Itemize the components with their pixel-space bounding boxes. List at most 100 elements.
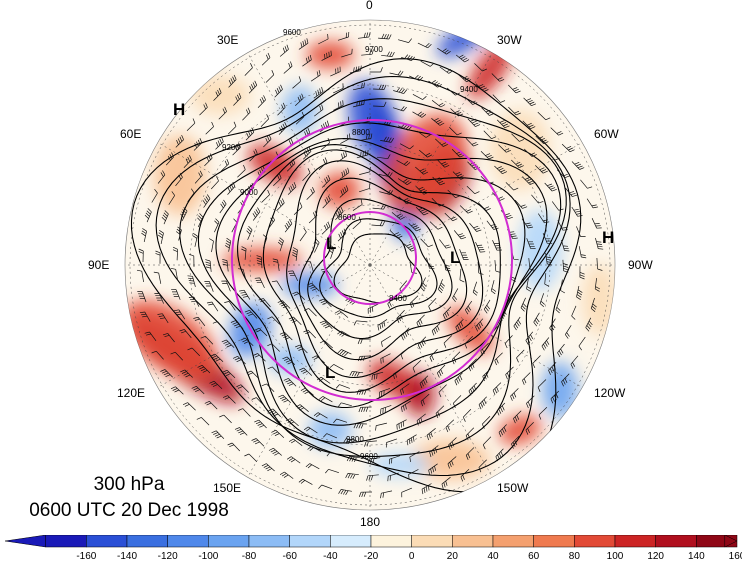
wind-barb bbox=[292, 76, 302, 89]
wind-barb bbox=[496, 119, 510, 129]
wind-barb bbox=[210, 353, 224, 362]
colorbar-tick-label: 60 bbox=[528, 551, 540, 561]
low-marker: L bbox=[450, 248, 460, 267]
wind-barb bbox=[283, 378, 297, 387]
wind-barb bbox=[358, 183, 371, 193]
wind-barb bbox=[170, 267, 178, 281]
wind-barb bbox=[449, 126, 462, 136]
wind-barb bbox=[511, 133, 525, 142]
wind-barb bbox=[265, 70, 275, 83]
wind-barb bbox=[468, 358, 477, 372]
wind-barb bbox=[267, 215, 275, 230]
wind-barb bbox=[447, 456, 457, 469]
wind-barb bbox=[352, 216, 362, 230]
wind-barb bbox=[595, 237, 604, 250]
wind-barb bbox=[194, 170, 203, 184]
wind-barb bbox=[475, 241, 486, 253]
wind-barb bbox=[234, 427, 248, 436]
wind-barb bbox=[256, 255, 263, 269]
wind-barb bbox=[429, 349, 438, 362]
wind-barb bbox=[468, 382, 477, 396]
wind-barb bbox=[267, 316, 281, 325]
wind-barb bbox=[371, 221, 386, 227]
wind-barb bbox=[396, 159, 411, 166]
colorbar: -160 -140 -120 -100 -80 -60 -40 -20 0 20 40 60 80 100… bbox=[4, 535, 742, 561]
wind-barb bbox=[303, 308, 317, 317]
wind-barb bbox=[157, 313, 169, 324]
wind-barb bbox=[490, 280, 497, 295]
wind-barb bbox=[283, 61, 293, 74]
wind-barb bbox=[511, 435, 520, 449]
wind-barb bbox=[214, 218, 220, 233]
lon-label-30e: 30E bbox=[217, 33, 238, 47]
colorbar-box bbox=[614, 535, 656, 548]
wind-barb bbox=[272, 258, 280, 271]
wind-barb bbox=[408, 222, 422, 232]
colorbar-tick-label: 120 bbox=[647, 551, 664, 561]
wind-barb bbox=[165, 152, 174, 166]
colorbar-box bbox=[411, 535, 453, 548]
wind-barb bbox=[268, 447, 282, 456]
wind-barb bbox=[417, 336, 427, 350]
wind-barb bbox=[481, 107, 495, 116]
pressure-system-markers: H H L L L bbox=[173, 100, 614, 382]
wind-barb bbox=[353, 99, 365, 108]
wind-barb bbox=[400, 383, 410, 395]
wind-barb bbox=[398, 196, 412, 205]
wind-barb bbox=[533, 312, 540, 327]
meridian bbox=[369, 264, 583, 388]
wind-barb bbox=[330, 66, 341, 77]
colorbar-tick-label: -20 bbox=[364, 551, 379, 561]
wind-barb bbox=[263, 134, 272, 148]
wind-barb bbox=[389, 230, 403, 239]
wind-barb bbox=[153, 271, 162, 284]
lon-label-120w: 120W bbox=[594, 386, 626, 400]
contour-label: 8400 bbox=[389, 294, 407, 303]
wind-barb bbox=[547, 152, 560, 161]
wind-barb bbox=[482, 368, 491, 382]
wind-barb bbox=[459, 249, 469, 260]
wind-barb bbox=[187, 275, 196, 287]
wind-barb bbox=[412, 93, 427, 100]
wind-barb bbox=[464, 335, 474, 349]
wind-barb bbox=[318, 298, 332, 308]
wind-barb bbox=[400, 346, 410, 360]
wind-barb bbox=[535, 165, 548, 174]
anomaly-blob bbox=[498, 414, 542, 446]
wind-barb bbox=[393, 367, 403, 380]
wind-barb bbox=[544, 273, 550, 287]
wind-barb bbox=[267, 366, 281, 376]
wind-barb bbox=[191, 385, 205, 395]
wind-barb bbox=[157, 170, 166, 184]
wind-barb bbox=[556, 169, 570, 179]
wind-barb bbox=[596, 257, 603, 271]
wind-barb bbox=[505, 182, 519, 191]
wind-barb bbox=[444, 212, 458, 222]
wind-barb bbox=[277, 300, 291, 309]
wind-barb bbox=[200, 335, 214, 345]
wind-barb bbox=[494, 352, 503, 366]
anomaly-blob bbox=[383, 114, 467, 216]
wind-barb bbox=[590, 297, 597, 312]
wind-barb bbox=[310, 70, 321, 82]
wind-barb bbox=[431, 198, 445, 207]
wind-barb bbox=[239, 289, 251, 300]
wind-barb bbox=[443, 335, 453, 348]
outer-magenta-circle bbox=[231, 119, 513, 401]
wind-barb bbox=[526, 277, 532, 292]
wind-barb bbox=[508, 84, 521, 94]
wind-barb bbox=[180, 207, 188, 222]
wind-barb bbox=[372, 204, 387, 210]
wind-barb bbox=[361, 49, 374, 56]
high-marker: H bbox=[602, 228, 614, 247]
contour-label: 9600 bbox=[283, 28, 301, 37]
wind-barb bbox=[467, 118, 481, 127]
wind-barb bbox=[469, 222, 482, 232]
wind-barb bbox=[287, 182, 297, 195]
wind-barb bbox=[420, 393, 430, 407]
wind-barb bbox=[477, 261, 484, 275]
wind-barb bbox=[399, 143, 414, 150]
wind-barb bbox=[591, 218, 602, 229]
wind-barb bbox=[585, 317, 593, 332]
wind-barb bbox=[539, 293, 545, 308]
